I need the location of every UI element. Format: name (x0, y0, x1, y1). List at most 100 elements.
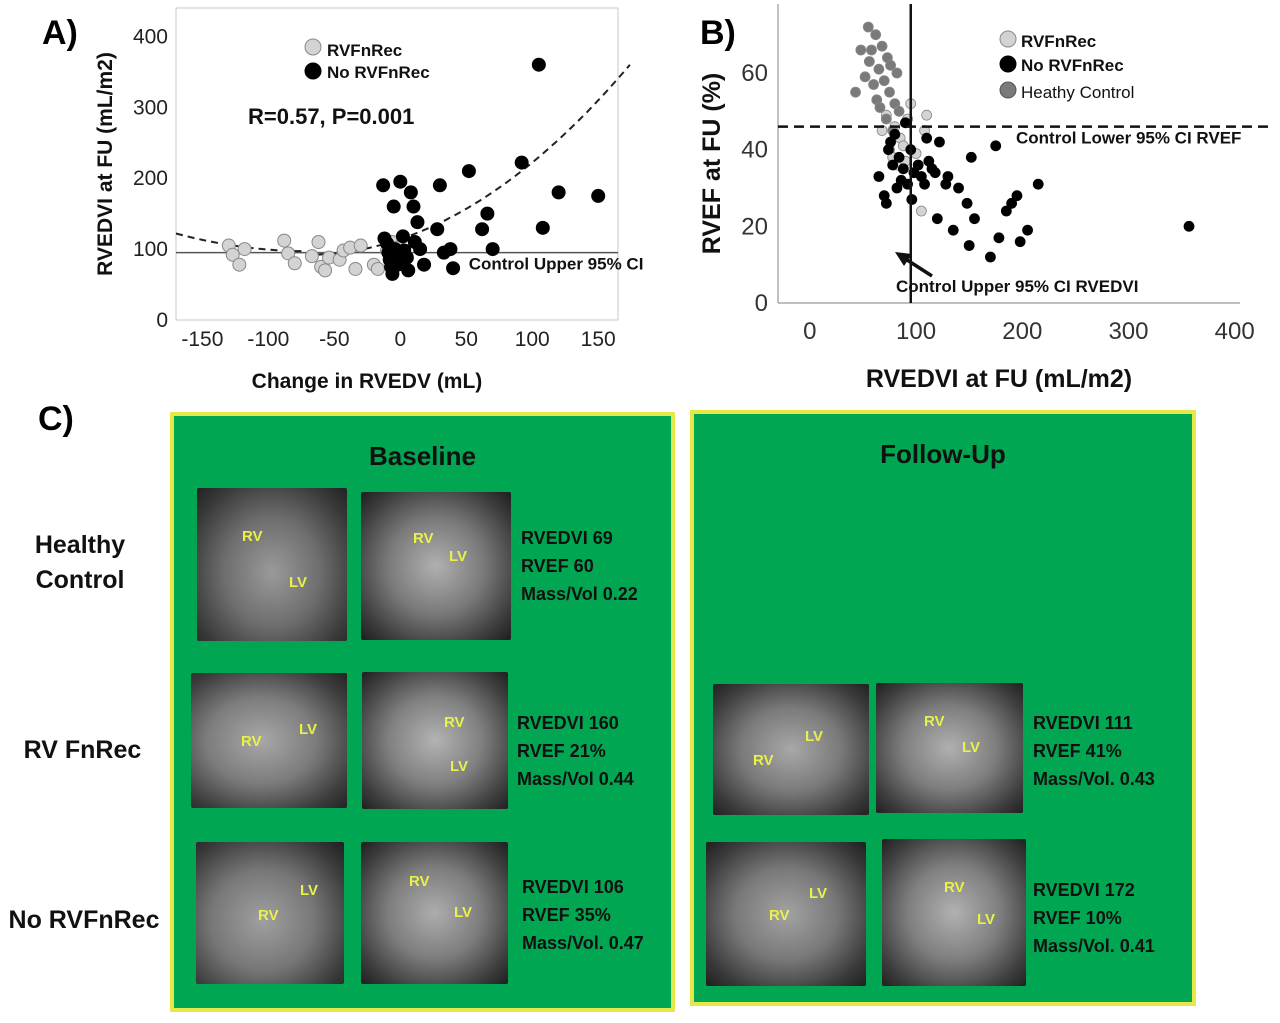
row-label-no-rvfnrec: No RVFnRec (8, 906, 160, 934)
data-point (1022, 224, 1033, 236)
x-axis-label: Change in RVEDV (mL) (252, 370, 483, 393)
followup-title: Follow-Up (880, 439, 1006, 469)
row-label-healthy-control: Healthy Control (34, 531, 126, 594)
stats-followup-norvfnrec: RVEDVI 172 RVEF 10% Mass/Vol. 0.41 (1033, 880, 1155, 956)
control-upper-ci-rvedvi-label: Control Upper 95% CI RVEDVI (896, 277, 1138, 296)
x-tick-label: 0 (394, 328, 406, 351)
data-point (406, 199, 421, 214)
legend-marker (999, 55, 1017, 73)
x-tick-label: 0 (803, 318, 816, 345)
data-point (417, 257, 432, 272)
data-point (1032, 178, 1044, 190)
data-point (1011, 190, 1023, 202)
legend-label: No RVFnRec (327, 63, 430, 82)
mri-followup-rvfnrec-four-chamber: RV LV (876, 683, 1023, 813)
y-tick-label: 300 (133, 96, 168, 119)
x-tick-label: -100 (247, 328, 289, 351)
y-tick-label: 40 (741, 137, 768, 164)
data-point (376, 178, 391, 193)
data-point (1014, 236, 1026, 248)
mri-baseline-rvfnrec-four-chamber: RV LV (362, 672, 508, 809)
data-point (884, 86, 895, 98)
data-point (878, 75, 890, 87)
mri-followup-norvfnrec-short-axis: RV LV (706, 842, 866, 986)
legend-label: Heathy Control (1021, 83, 1134, 102)
data-point (281, 246, 296, 261)
data-point (413, 242, 428, 257)
data-point (870, 29, 882, 41)
data-point (348, 261, 363, 276)
control-lower-ci-rvef-label: Control Lower 95% CI RVEF (1016, 129, 1241, 148)
mri-baseline-norvfnrec-four-chamber: RV LV (361, 842, 508, 984)
data-point (403, 185, 418, 200)
data-point (868, 79, 879, 90)
stats-baseline-norvfnrec: RVEDVI 106 RVEF 35% Mass/Vol. 0.47 (522, 877, 644, 953)
x-tick-label: 150 (581, 328, 616, 351)
data-point (893, 151, 905, 163)
x-tick-label: -150 (181, 328, 223, 351)
data-point (915, 205, 927, 217)
fit-curve (175, 64, 631, 256)
data-point (990, 140, 1002, 152)
legend-label: No RVFnRec (1021, 56, 1124, 75)
data-point (1006, 197, 1018, 209)
data-point (873, 171, 885, 182)
stats-baseline-healthy: RVEDVI 69 RVEF 60 Mass/Vol 0.22 (521, 528, 638, 604)
data-point (393, 174, 408, 189)
legend-label: RVFnRec (327, 41, 402, 60)
data-point (897, 163, 909, 175)
data-point (591, 188, 606, 203)
legend-marker (999, 30, 1017, 48)
x-tick-label: 100 (515, 328, 550, 351)
plot-frame (175, 7, 619, 321)
data-point (432, 178, 447, 193)
y-tick-label: 400 (133, 25, 168, 48)
correlation-annotation: R=0.57, P=0.001 (248, 104, 414, 129)
data-point (912, 159, 924, 171)
data-point (880, 113, 892, 125)
data-point (551, 185, 566, 200)
data-point (885, 59, 896, 71)
arrow-head (895, 252, 912, 266)
data-point (921, 132, 933, 144)
data-point (485, 242, 500, 257)
mri-baseline-rvfnrec-short-axis: RV LV (191, 673, 347, 808)
y-tick-label: 0 (755, 290, 768, 317)
y-tick-label: 200 (133, 167, 168, 190)
x-tick-label: -50 (319, 328, 349, 351)
chart-a: -150 -100 -50 0 50 100 150 0 100 200 300 400 Change … (94, 7, 643, 393)
data-point (410, 215, 425, 230)
data-point (446, 261, 461, 276)
data-point (953, 182, 964, 194)
data-point (225, 247, 240, 262)
data-point (993, 232, 1005, 244)
data-point (237, 242, 252, 257)
mri-baseline-healthy-short-axis: RV LV (197, 488, 347, 641)
x-tick-label: 100 (896, 318, 936, 345)
data-point (353, 238, 368, 253)
chart-b: 0 100 200 300 400 0 20 40 60 RVEDVI at FU (mL/m2)… (698, 4, 1270, 393)
panel-a-letter: A) (42, 14, 78, 52)
data-point (921, 109, 933, 121)
data-point (401, 263, 416, 278)
data-point (370, 261, 385, 276)
data-point (1000, 205, 1012, 217)
y-axis-label: RVEF at FU (%) (698, 73, 726, 255)
data-point (475, 222, 490, 237)
data-point (969, 213, 980, 225)
legend-marker (304, 38, 322, 56)
data-point (876, 40, 888, 52)
data-point (399, 250, 414, 265)
data-point (531, 57, 546, 72)
data-point (931, 213, 943, 225)
data-point (893, 105, 905, 117)
y-tick-label: 20 (741, 213, 768, 240)
stats-baseline-rvfnrec: RVEDVI 160 RVEF 21% Mass/Vol 0.44 (517, 713, 634, 789)
data-point (480, 206, 495, 221)
x-tick-label: 400 (1215, 318, 1255, 345)
legend-marker (999, 81, 1017, 99)
data-point (985, 251, 996, 263)
data-point (961, 197, 973, 209)
data-point (386, 199, 401, 214)
data-point (934, 136, 945, 148)
